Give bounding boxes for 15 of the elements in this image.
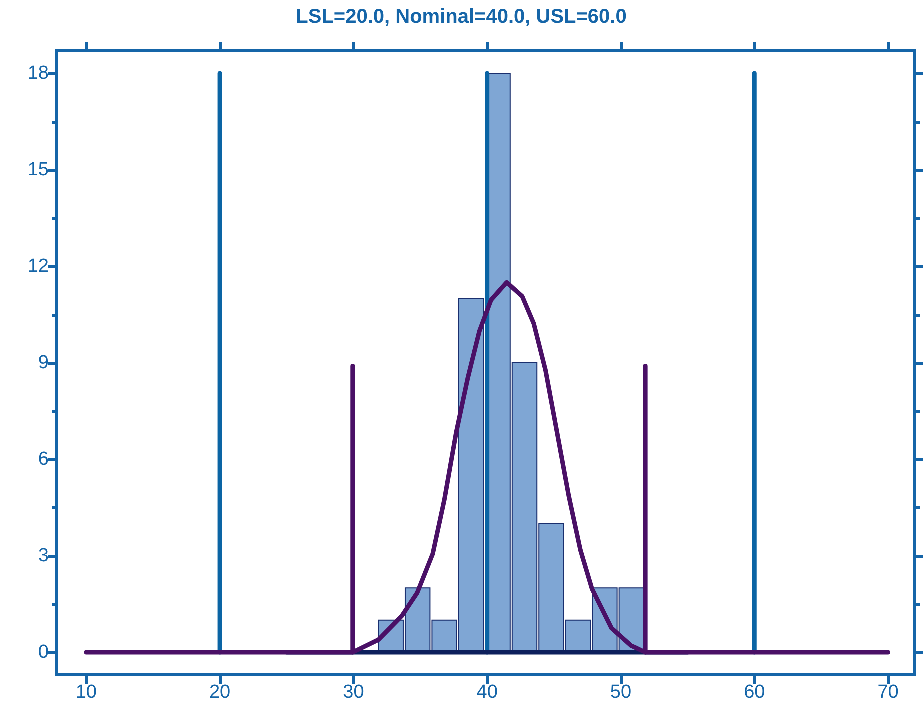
- y-tick-label: 3: [38, 545, 49, 566]
- chart-title: LSL=20.0, Nominal=40.0, USL=60.0: [296, 6, 627, 28]
- x-tick-label: 50: [610, 682, 632, 703]
- x-tick-label: 60: [744, 682, 766, 703]
- y-tick-label: 6: [38, 448, 49, 470]
- y-tick-label: 15: [28, 160, 49, 181]
- x-tick-label: 10: [76, 682, 97, 703]
- y-tick-label: 0: [38, 642, 49, 663]
- y-tick-label: 9: [38, 352, 49, 374]
- y-tick-label: 18: [28, 63, 49, 84]
- x-tick-label: 70: [878, 682, 899, 703]
- x-tick-label: 30: [343, 682, 364, 703]
- x-tick-label: 20: [209, 682, 231, 703]
- y-tick-label: 12: [28, 256, 49, 278]
- x-tick-label: 40: [476, 682, 498, 703]
